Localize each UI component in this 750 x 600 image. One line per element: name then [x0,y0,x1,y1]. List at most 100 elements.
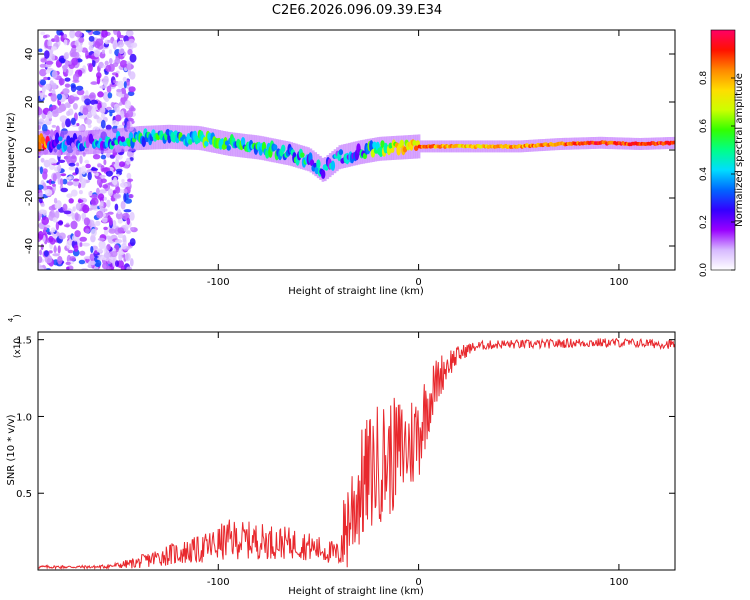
heatmap-cell [78,130,82,155]
heatmap-cell [66,176,72,180]
heatmap-cell [196,137,201,144]
heatmap-cell [88,40,94,46]
heatmap-cell [96,187,100,195]
snr-x-axis: -100 0 100 [207,332,628,588]
heatmap-cell [76,162,80,167]
heatmap-cell [60,187,68,193]
heatmap-cell [78,37,85,43]
heatmap-cell [38,192,44,198]
heatmap-cell [70,189,78,197]
heatmap-cell [70,117,76,126]
snr-y-tick-label: 1.0 [16,412,32,423]
heatmap-cell [99,107,106,113]
colorbar-ticks: 0.0 0.2 0.4 0.6 0.8 [699,71,735,277]
heatmap-cell [82,204,90,214]
heatmap-cell [123,188,128,195]
snr-x-tick-label: -100 [207,577,230,588]
heatmap-cell [106,265,112,270]
heatmap-cell [84,255,92,260]
heatmap-cell [129,258,134,267]
heatmap-cell [118,102,123,106]
heatmap-cell [42,123,48,133]
heatmap-cell [57,176,61,185]
heatmap-cell [38,184,44,190]
heatmap-cell [106,85,112,93]
heatmap-cell [102,184,109,189]
heatmap-cell [57,164,62,173]
heatmap-cell [40,58,47,63]
heatmap-cell [66,240,71,249]
heatmap-cell [101,112,106,119]
heatmap-cell [51,104,57,110]
heatmap-cell [52,217,58,223]
heatmap-cell [56,61,62,68]
heatmap-cell [65,118,71,128]
heatmap-cell [107,211,114,215]
heatmap-cell [85,118,92,125]
heatmap-cell [90,203,98,210]
heatmap-cell [123,193,127,202]
heatmap-cell [62,88,70,95]
snr-background [38,332,675,570]
heatmap-cell [55,125,60,133]
heatmap-cell [94,41,101,49]
heatmap-cell [103,228,109,236]
heatmap-cell [281,144,286,153]
heatmap-cell [118,93,126,98]
heatmap-cell [64,224,70,228]
heatmap-cell [127,139,132,147]
heatmap-cell [58,159,66,163]
heatmap-cell [49,80,54,85]
heatmap-cell [80,165,87,175]
heatmap-cell [105,170,113,177]
heatmap-cell [41,216,49,225]
heatmap-cell [93,50,100,58]
heatmap-cell [98,240,106,250]
snr-frame [37,331,676,571]
heatmap-cell [62,64,67,73]
heatmap-cell [101,30,108,38]
heatmap-cell [108,228,116,234]
heatmap-cell [44,50,50,59]
heatmap-cell [85,30,92,33]
heatmap-cell [97,237,105,241]
heatmap-cell [63,33,68,39]
snr-x-tick-label: 100 [609,577,628,588]
heatmap-cell [94,259,102,268]
heatmap-cell [39,68,47,77]
heatmap-cell [333,149,337,174]
heatmap-cell [48,157,56,164]
heatmap-cell [99,189,107,194]
heatmap-cell [49,210,56,218]
heatmap-cell [38,197,43,203]
heatmap-cell [43,76,48,81]
heatmap-cell [126,79,130,86]
heatmap-cell [76,89,85,96]
heatmap-cell [128,194,134,199]
snr-y-label: SNR (10 * v/v) [6,414,17,485]
heatmap-cell [75,85,84,91]
heatmap-cell [118,48,125,55]
heatmap-cell [124,100,132,109]
heatmap-cell [59,115,68,123]
snr-scale-factor: (x10 4 ) [7,314,23,358]
heatmap-cell [92,154,101,160]
heatmap-cell [66,67,74,76]
heatmap-cell [48,205,56,211]
heatmap-cell [75,203,82,211]
heatmap-cell [113,79,117,84]
heatmap-cell [101,167,109,172]
heatmap-cell [126,217,131,225]
heatmap-cell [412,140,417,146]
heatmap-cell [64,77,71,82]
heatmap-cell [86,55,92,59]
spectrogram-panel: -100 0 100 -40 -20 0 20 40 Height of straight … [6,29,676,297]
heatmap-cell [101,102,107,109]
heatmap-cell [112,62,119,67]
heatmap-cell [92,59,96,68]
heatmap-cell [52,173,57,182]
heatmap-cell [78,125,85,133]
heatmap-cell [127,62,132,71]
heatmap-cell [89,253,95,261]
colorbar-tick-label: 0.6 [699,119,709,134]
